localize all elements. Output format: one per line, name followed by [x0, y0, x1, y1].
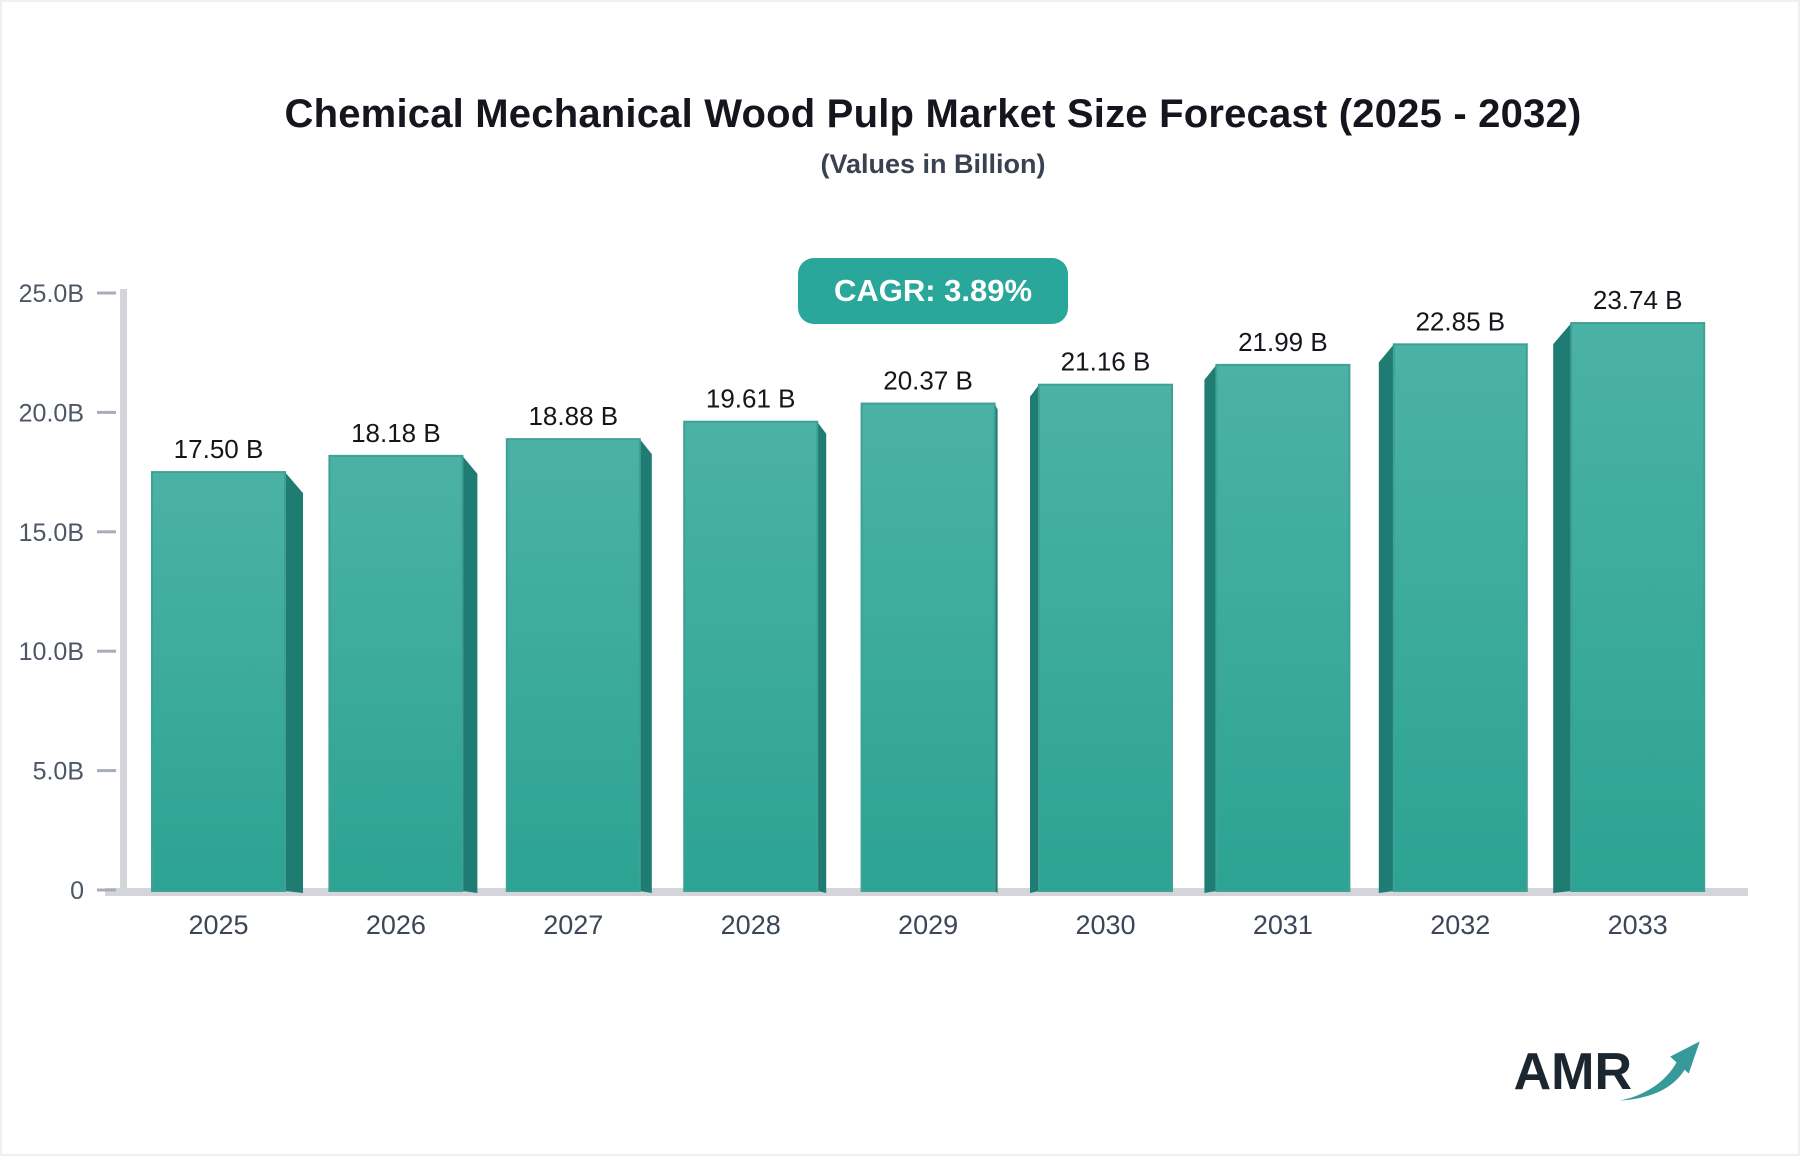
y-tick-mark [97, 291, 116, 295]
bar-side-face [1553, 323, 1572, 893]
bar-side-face [462, 455, 478, 893]
bar-front-face [328, 454, 464, 892]
amr-logo: AMR [1513, 1041, 1704, 1104]
bar-front-face [151, 471, 286, 892]
y-tick-mark [97, 649, 116, 653]
x-tick-label: 2030 [1075, 910, 1135, 940]
bar-2030: 21.16 B 2030 [1030, 347, 1173, 940]
bar-2029: 20.37 B 2029 [860, 366, 998, 940]
bar-side-face [1204, 364, 1217, 894]
x-tick-label: 2032 [1430, 910, 1490, 940]
bar-front-face [860, 402, 996, 892]
bar-front-face [683, 420, 819, 892]
bar-2026: 18.18 B 2026 [328, 418, 478, 940]
x-tick-label: 2033 [1608, 910, 1668, 940]
y-tick-label: 20.0B [19, 399, 84, 427]
amr-logo-arrow-icon [1619, 1041, 1700, 1101]
y-tick-mark [97, 530, 116, 534]
bar-value-label: 18.88 B [528, 401, 618, 431]
badge-row: CAGR: 3.89% [68, 258, 1798, 324]
header-block: Chemical Mechanical Wood Pulp Market Siz… [68, 2, 1798, 180]
bar-side-face [639, 439, 652, 893]
bar-2027: 18.88 B 2027 [505, 401, 652, 940]
bar-2028: 19.61 B 2028 [683, 384, 827, 940]
y-tick-label: 15.0B [19, 519, 84, 547]
page-title: Chemical Mechanical Wood Pulp Market Siz… [284, 92, 1582, 136]
bar-side-face [1378, 344, 1394, 893]
bar-value-label: 21.16 B [1061, 347, 1151, 377]
x-tick-label: 2028 [721, 910, 781, 940]
y-tick-mark [97, 769, 116, 773]
y-tick-label: 5.0B [33, 758, 84, 786]
bar-value-label: 23.74 B [1593, 285, 1683, 315]
y-tick-label: 10.0B [19, 638, 84, 666]
bar-side-face [1030, 384, 1039, 893]
bar-front-face [1038, 383, 1173, 892]
bar-2025: 17.50 B 2025 [151, 434, 303, 940]
y-tick-mark [97, 410, 116, 414]
bar-2031: 21.99 B 2031 [1204, 327, 1351, 940]
bar-front-face [1570, 322, 1706, 892]
bar-value-label: 19.61 B [706, 384, 796, 414]
x-tick-label: 2031 [1253, 910, 1313, 940]
y-tick-mark [97, 888, 116, 892]
amr-logo-text: AMR [1513, 1043, 1632, 1101]
bar-2033: 23.74 B 2033 [1553, 285, 1706, 940]
y-tick-label: 25.0B [19, 280, 84, 308]
bar-front-face [1215, 363, 1351, 893]
y-axis-line [120, 289, 127, 890]
x-tick-label: 2029 [898, 910, 958, 940]
bar-value-label: 18.18 B [351, 418, 441, 448]
cagr-badge: CAGR: 3.89% [797, 258, 1069, 324]
y-tick-label: 0 [70, 877, 84, 905]
bar-side-face [285, 472, 303, 893]
bar-side-face [817, 421, 827, 893]
bar-value-label: 20.37 B [883, 366, 973, 396]
bar-value-label: 22.85 B [1415, 306, 1505, 336]
x-tick-label: 2026 [366, 910, 426, 940]
bar-value-label: 17.50 B [174, 434, 264, 464]
x-tick-label: 2027 [543, 910, 603, 940]
x-tick-label: 2025 [188, 910, 248, 940]
bar-2032: 22.85 B 2032 [1378, 306, 1528, 940]
bar-front-face [1392, 343, 1528, 893]
bar-front-face [505, 438, 641, 892]
chart-subtitle: (Values in Billion) [820, 149, 1046, 179]
bar-value-label: 21.99 B [1238, 327, 1328, 357]
